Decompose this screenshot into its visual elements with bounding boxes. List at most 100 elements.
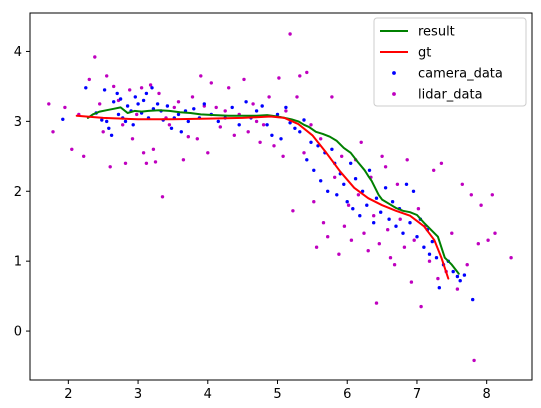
lidar_data-point: [101, 130, 105, 134]
lidar_data-point: [232, 133, 236, 137]
camera_data-point: [254, 109, 259, 113]
lidar_data-point: [392, 263, 397, 267]
lidar_data-point: [98, 102, 102, 106]
lidar_data-point: [139, 86, 144, 90]
camera_data-point: [411, 189, 416, 193]
camera_data-point: [118, 97, 123, 101]
camera_data-point: [345, 200, 349, 204]
legend: result gt camera_data lidar_data: [373, 17, 527, 107]
lidar_data-point: [284, 109, 288, 113]
lidar_data-point: [436, 276, 440, 281]
lidar_data-legend-swatch: [392, 92, 396, 96]
camera_data-point: [288, 121, 292, 125]
result-line: [86, 106, 460, 275]
camera_data-point: [141, 98, 146, 103]
gt-line: [75, 114, 450, 280]
lidar_data-point: [330, 95, 334, 99]
camera_data-point: [305, 158, 309, 162]
lidar_data-point: [490, 193, 494, 197]
lidar_data-point: [93, 55, 97, 59]
x-tick-label: 2: [64, 387, 72, 402]
camera_data-point: [312, 168, 316, 172]
lidar_data-point: [206, 151, 210, 155]
camera_data-point: [404, 182, 409, 186]
y-tick-label: 2: [14, 185, 22, 200]
camera_data-point: [109, 133, 114, 137]
camera_data-point: [302, 118, 306, 122]
camera_data-point: [330, 147, 334, 151]
camera_data-point: [342, 182, 346, 186]
legend-frame: [373, 17, 527, 107]
lidar_data-point: [309, 123, 313, 127]
camera_data-point: [123, 119, 128, 124]
camera_data-point: [144, 91, 149, 96]
camera_data-point: [107, 126, 111, 130]
camera_data-point: [100, 118, 104, 122]
camera_data-point: [115, 91, 119, 96]
lidar_data-point: [460, 182, 464, 186]
camera_data-point: [136, 102, 140, 106]
lidar_data-point: [388, 256, 393, 260]
lidar_data-point: [509, 256, 513, 260]
y-tick-label: 1: [14, 255, 22, 270]
lidar_data-point: [409, 280, 414, 284]
lidar_data-point: [242, 77, 246, 82]
lidar_data-point: [476, 242, 480, 246]
camera_data-point: [434, 256, 439, 260]
lidar_data-point: [340, 154, 344, 158]
lidar_data-point: [395, 182, 400, 186]
lidar_data-point: [167, 123, 172, 127]
camera_data-point: [216, 119, 220, 124]
lidar_data-point: [362, 231, 366, 235]
lidar_data-point: [326, 235, 330, 239]
lidar_data-point: [472, 358, 476, 363]
camera_data-point: [133, 95, 137, 99]
lidar_data-point: [223, 109, 227, 113]
camera_data-point: [61, 117, 65, 122]
lidar_data-point: [128, 88, 132, 92]
x-tick-label: 5: [273, 387, 281, 402]
camera_data-point: [471, 297, 475, 302]
lidar_data-point: [51, 130, 55, 134]
lidar_data-point: [439, 161, 444, 165]
lidar_data-point: [356, 193, 361, 197]
lidar_data-point: [372, 214, 376, 218]
lidar_data-point: [151, 147, 156, 151]
lidar_data-point: [87, 77, 92, 82]
camera_data-point: [102, 88, 107, 92]
lidar_data-point: [342, 224, 347, 228]
lidar_data-point: [130, 137, 135, 141]
y-tick-label: 3: [14, 115, 22, 130]
lidar_data-point: [121, 123, 125, 127]
y-tick-label: 0: [14, 325, 22, 340]
camera_data-point: [379, 210, 383, 214]
lidar_data-point: [47, 102, 51, 106]
lidar_data-point: [469, 193, 473, 197]
camera_data-point: [105, 119, 109, 124]
camera_data-point: [427, 252, 432, 256]
lidar_data-point: [465, 263, 469, 267]
camera_data-point: [116, 112, 121, 117]
camera_data-point: [309, 140, 313, 144]
camera_data-point: [383, 186, 388, 190]
camera_data-point: [298, 130, 302, 134]
lidar_data-point: [416, 207, 421, 211]
lidar_data-point: [186, 135, 190, 139]
x-tick-label: 4: [204, 387, 212, 402]
camera_data-point: [374, 196, 379, 200]
lidar_data-point: [267, 95, 271, 99]
camera_data-point: [192, 107, 196, 111]
lidar_data-point: [374, 301, 379, 305]
lidar_data-point: [298, 74, 302, 78]
lidar_data-point: [63, 105, 67, 110]
x-tick-label: 3: [134, 387, 142, 402]
camera_data-point: [169, 126, 174, 130]
lidar_data-point: [377, 242, 381, 246]
camera_data-point: [84, 86, 88, 90]
lidar_data-point: [108, 165, 112, 169]
lidar_data-point: [386, 228, 390, 232]
lidar_data-point: [337, 252, 341, 256]
lidar_data-point: [251, 102, 255, 106]
lidar_data-point: [82, 154, 86, 158]
lidar_data-point: [199, 74, 203, 78]
